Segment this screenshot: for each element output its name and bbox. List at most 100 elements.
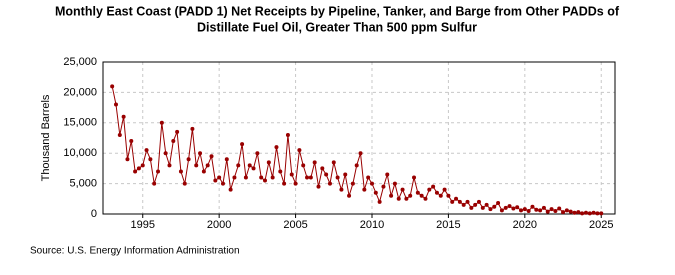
data-point	[347, 193, 352, 198]
data-point	[293, 181, 298, 186]
data-point	[530, 204, 535, 209]
data-point	[541, 205, 546, 210]
data-point	[381, 184, 386, 189]
y-tick-label: 15,000	[63, 117, 97, 129]
data-point	[228, 187, 233, 192]
data-point	[278, 169, 283, 174]
data-point	[320, 166, 325, 171]
data-point	[377, 199, 382, 204]
data-point	[434, 190, 439, 195]
data-point	[194, 163, 199, 168]
x-tick-label: 2000	[207, 219, 231, 231]
data-point	[201, 169, 206, 174]
data-point	[534, 207, 539, 212]
data-point	[396, 196, 401, 201]
data-point	[373, 190, 378, 195]
data-point	[282, 181, 287, 186]
data-point	[217, 175, 222, 180]
data-point	[327, 181, 332, 186]
data-point	[232, 175, 237, 180]
data-point	[129, 139, 134, 144]
x-tick-label: 2015	[436, 219, 460, 231]
data-point	[209, 154, 214, 159]
data-point	[301, 163, 306, 168]
data-point	[526, 208, 531, 213]
data-point	[404, 196, 409, 201]
data-point	[152, 181, 157, 186]
data-point	[553, 208, 558, 213]
data-point	[469, 205, 474, 210]
data-point	[186, 157, 191, 162]
data-point	[358, 151, 363, 156]
data-point	[549, 207, 554, 212]
data-point	[247, 163, 252, 168]
data-point	[270, 175, 275, 180]
data-point	[171, 139, 176, 144]
data-point	[354, 163, 359, 168]
data-point	[136, 166, 141, 171]
data-point	[331, 160, 336, 165]
data-point	[415, 190, 420, 195]
data-point	[113, 102, 118, 107]
source: Source: U.S. Energy Information Administ…	[30, 246, 240, 257]
data-point	[263, 178, 268, 183]
data-point	[442, 187, 447, 192]
data-point	[431, 184, 436, 189]
data-point	[159, 120, 164, 125]
data-point	[561, 210, 566, 215]
series-line	[111, 86, 602, 214]
data-point	[385, 172, 390, 177]
data-point	[316, 184, 321, 189]
data-point	[255, 151, 260, 156]
data-point	[492, 204, 497, 209]
data-point	[488, 207, 493, 212]
data-point	[568, 209, 573, 214]
data-point	[220, 181, 225, 186]
data-point	[213, 178, 218, 183]
data-point	[167, 163, 172, 168]
data-point	[125, 157, 130, 162]
data-point	[198, 151, 203, 156]
data-point	[324, 172, 329, 177]
data-point	[175, 129, 180, 134]
data-point	[156, 169, 161, 174]
x-tick-label: 2005	[283, 219, 307, 231]
data-point	[522, 207, 527, 212]
chart-subtitle: Distillate Fuel Oil, Greater Than 500 pp…	[197, 20, 477, 34]
data-point	[133, 169, 138, 174]
data-point	[499, 208, 504, 213]
data-point	[496, 201, 501, 206]
data-point	[236, 163, 241, 168]
y-tick-label: 25,000	[63, 56, 97, 68]
data-point	[369, 181, 374, 186]
data-point	[595, 211, 600, 216]
data-point	[583, 210, 588, 215]
data-point	[335, 175, 340, 180]
data-point	[205, 163, 210, 168]
plot-frame	[102, 61, 616, 215]
data-point	[427, 187, 432, 192]
data-point	[580, 211, 585, 216]
data-point	[259, 175, 264, 180]
data-point	[519, 208, 524, 213]
chart-title: Monthly East Coast (PADD 1) Net Receipts…	[55, 4, 620, 18]
data-point	[121, 114, 126, 119]
data-point	[557, 206, 562, 211]
data-point	[362, 187, 367, 192]
y-tick-label: 10,000	[63, 147, 97, 159]
data-point	[507, 204, 512, 209]
data-point	[148, 157, 153, 162]
y-tick-label: 5,000	[69, 178, 97, 190]
data-point	[305, 175, 310, 180]
data-point	[190, 126, 195, 131]
data-point	[182, 181, 187, 186]
data-point	[289, 172, 294, 177]
data-point	[408, 193, 413, 198]
data-point	[473, 202, 478, 207]
data-point	[591, 210, 596, 215]
data-point	[350, 181, 355, 186]
data-point	[343, 172, 348, 177]
data-point	[285, 132, 290, 137]
y-tick-label: 20,000	[63, 86, 97, 98]
data-point	[457, 199, 462, 204]
